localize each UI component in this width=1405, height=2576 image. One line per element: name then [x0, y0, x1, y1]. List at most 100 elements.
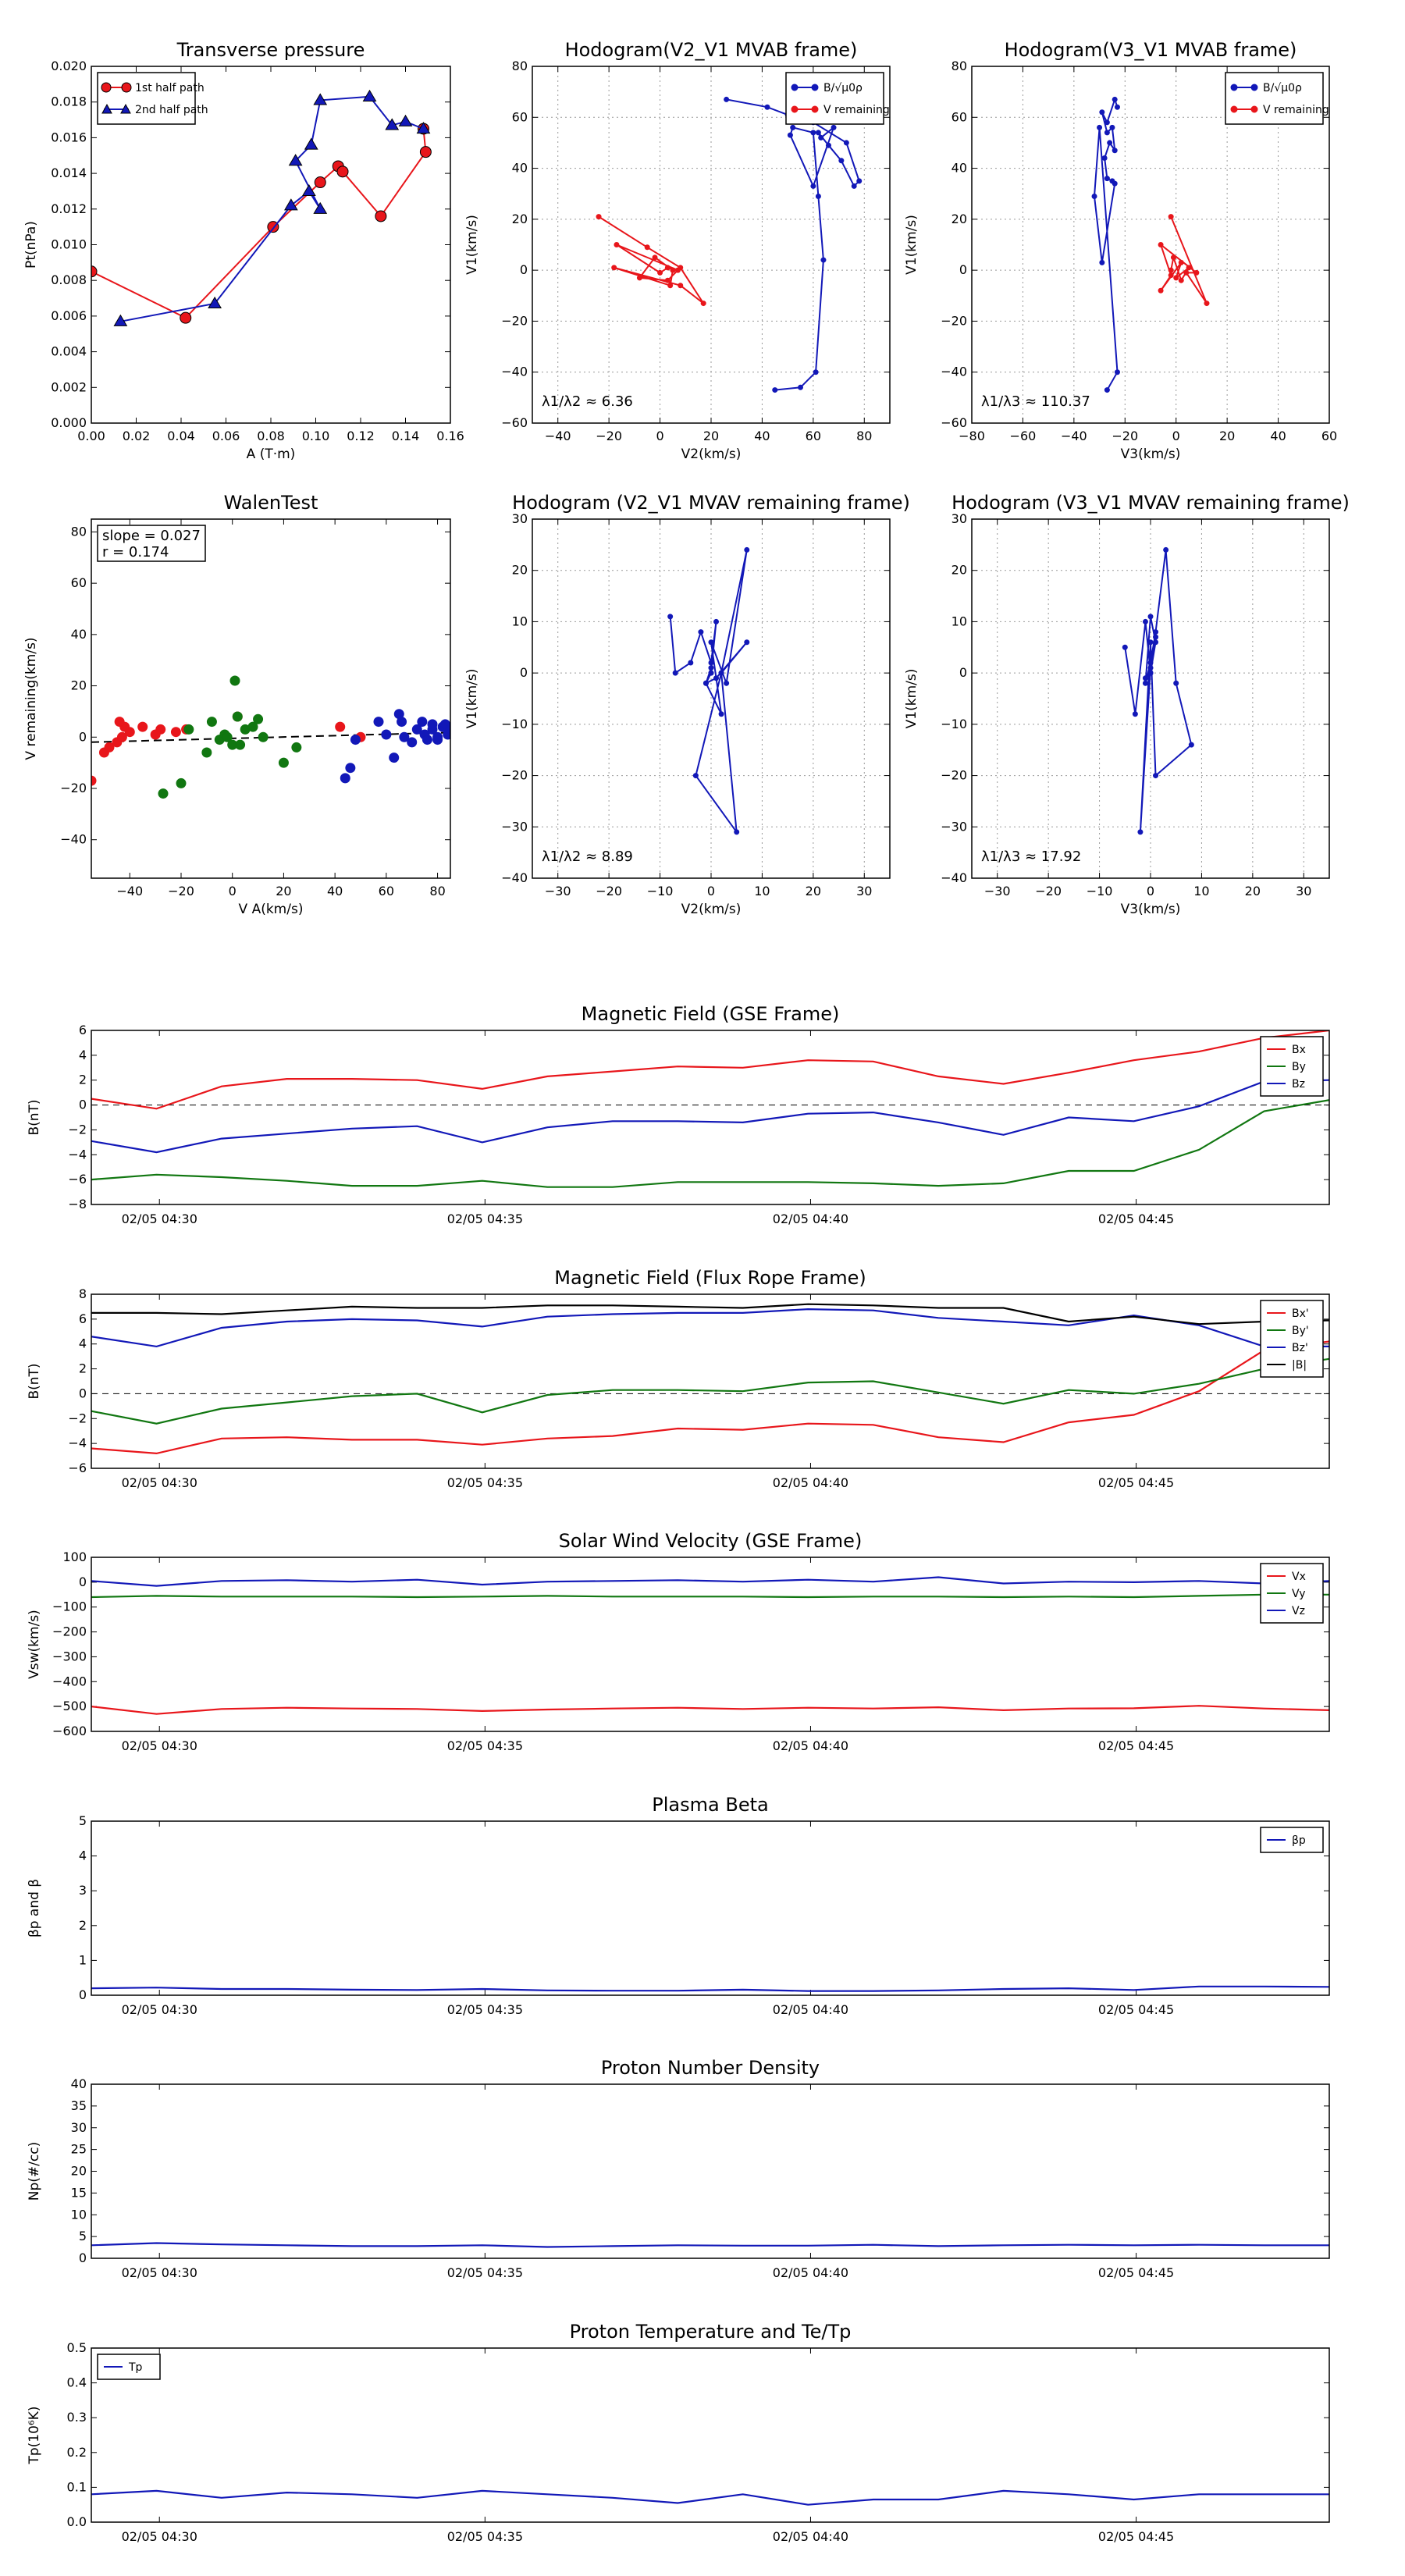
pt-ytick-label-10: 0.020 [51, 59, 87, 73]
hodo3-series-0-point-15 [718, 670, 724, 676]
bfr-xtick-label-0: 02/05 04:30 [122, 1475, 197, 1490]
hodo4-xtick-label-1: −20 [1035, 884, 1062, 898]
pt-series-1-point-5 [288, 154, 303, 166]
hodo4-frame [971, 518, 1330, 879]
np-data [91, 2242, 1329, 2248]
hodo4-ytick-label-6: 20 [951, 563, 967, 578]
hodo1-data [596, 96, 863, 393]
hodo4-series-0-point-18 [1142, 675, 1148, 681]
pt-ytick-label-9: 0.018 [51, 94, 87, 109]
hodo4-series-0-point-8 [1153, 629, 1159, 635]
pt-ytick-label-7: 0.014 [51, 165, 87, 180]
tp-ytick-label-1: 0.1 [67, 2479, 87, 2494]
vsw-ytick-label-5: −100 [52, 1599, 87, 1614]
hodo1-legend-marker-b-1 [811, 105, 819, 113]
pt-series-1-point-3 [302, 183, 316, 197]
hodo3-title: Hodogram (V2_V1 MVAV remaining frame) [512, 492, 910, 514]
tp-ytick-label-3: 0.3 [67, 2410, 87, 2425]
pt-legend-marker-a-1 [101, 103, 112, 114]
bgse-ytick-label-2: −4 [68, 1147, 87, 1162]
pt-title: Transverse pressure [176, 39, 365, 61]
hodo2-series-0-point-5 [1109, 124, 1115, 130]
hodo4-xtick-label-3: 0 [1147, 884, 1154, 898]
pt-series-1-point-2 [284, 198, 298, 211]
hodo3-series-0-point-10 [724, 680, 730, 686]
hodo1-series-1-point-14 [664, 265, 670, 271]
walen-xtick-label-4: 40 [327, 884, 343, 898]
pt-series-0-point-5 [336, 165, 349, 178]
tp-ylabel: Tp(10⁶K) [27, 2406, 42, 2464]
hodo3-ytick-label-4: 0 [520, 665, 528, 680]
hodo4-data [1122, 546, 1194, 835]
hodo3-series-0-point-18 [702, 680, 709, 686]
hodo1-legend-marker-b-0 [811, 84, 819, 91]
hodo3-xtick-label-0: −30 [545, 884, 571, 898]
bgse-ytick-label-4: 0 [79, 1098, 87, 1112]
bgse-ytick-label-7: 6 [79, 1023, 87, 1037]
hodo4-ytick-label-1: −30 [941, 819, 967, 834]
vsw-data [91, 1576, 1329, 1715]
hodo4-series-0-point-16 [1153, 634, 1159, 640]
hodo2-series-0-point-13 [1091, 193, 1097, 199]
walen-series-0-point-4 [116, 731, 127, 742]
bfr-xtick-label-2: 02/05 04:40 [773, 1475, 848, 1490]
hodo3-xtick-label-3: 0 [707, 884, 715, 898]
hodo1-series-0-point-10 [818, 134, 824, 141]
pt-data [91, 89, 432, 326]
hodo1-ylabel: V1(km/s) [464, 215, 480, 275]
hodo1-series-1-point-6 [667, 283, 674, 289]
hodo3-ytick-label-3: −10 [501, 717, 528, 731]
hodo2-series-1-point-2 [1183, 269, 1190, 276]
bgse-ytick-label-3: −2 [68, 1122, 87, 1137]
pt-frame [91, 66, 451, 424]
hodo2-ytick-label-0: −60 [941, 415, 967, 430]
hodo1-ytick-label-5: 40 [512, 161, 528, 176]
walen-series-1-point-13 [247, 721, 258, 732]
hodo1-ytick-label-6: 60 [512, 109, 528, 124]
hodo1-series-0-point-5 [856, 178, 863, 184]
tp-legend-label-0: Tp [128, 2361, 143, 2374]
hodo1-series-0-point-13 [787, 132, 793, 138]
hodo2-series-1-point-8 [1173, 275, 1179, 281]
walen-series-2-point-4 [381, 729, 392, 740]
np-xtick-label-3: 02/05 04:45 [1098, 2265, 1174, 2280]
hodo4-series-0-point-19 [1147, 670, 1154, 676]
beta-frame [91, 1820, 1330, 1996]
hodo1-ytick-label-3: 0 [520, 262, 528, 277]
hodo2-xtick-label-4: 0 [1172, 429, 1180, 443]
hodo2-legend-marker-a-0 [1230, 84, 1238, 91]
beta-ytick-label-3: 3 [79, 1883, 87, 1898]
hodo2-annotation: λ1/λ3 ≈ 110.37 [981, 393, 1090, 410]
walen-series-1-point-4 [206, 717, 217, 728]
hodo2-series-1-point-3 [1193, 269, 1200, 276]
walen-fit-line [91, 731, 450, 743]
walen-xlabel: V A(km/s) [239, 902, 304, 917]
hodo1-series-1-point-9 [636, 275, 642, 281]
hodo3-series-0-point-11 [744, 546, 750, 553]
bgse-xtick-label-1: 02/05 04:35 [447, 1212, 523, 1226]
bgse-ylabel: B(nT) [27, 1099, 42, 1135]
bgse-data [91, 1030, 1329, 1188]
hodo2-series-0-point-14 [1097, 124, 1103, 130]
hodo2-series-0-point-4 [1104, 130, 1110, 136]
pt-legend-marker-b-0 [121, 82, 132, 93]
hodo1-series-0-point-1 [764, 104, 770, 110]
hodo3-ytick-label-0: −40 [501, 870, 528, 885]
bfr-ytick-label-5: 4 [79, 1336, 87, 1351]
beta-ytick-label-1: 1 [79, 1952, 87, 1967]
hodo2-series-1-point-10 [1178, 277, 1184, 283]
vsw-title: Solar Wind Velocity (GSE Frame) [559, 1530, 863, 1552]
hodo2-legend-marker-b-0 [1250, 84, 1258, 91]
walen-ytick-label-2: 0 [79, 729, 87, 744]
walen-annotation-box [97, 525, 206, 562]
bgse-xtick-label-3: 02/05 04:45 [1098, 1212, 1174, 1226]
bgse-panel: Magnetic Field (GSE Frame) −8 −6 −4 −2 0 2 4 6 02… [27, 1003, 1330, 1226]
hodo2-ytick-label-3: 0 [959, 262, 967, 277]
hodo3-series-0-point-13 [734, 829, 740, 835]
hodo3-series-0-point-2 [688, 660, 694, 666]
tp-frame [91, 2347, 1330, 2523]
tp-ytick-label-4: 0.4 [67, 2375, 87, 2390]
beta-xtick-label-0: 02/05 04:30 [122, 2002, 197, 2017]
hodo4-series-0-line [1124, 550, 1193, 832]
